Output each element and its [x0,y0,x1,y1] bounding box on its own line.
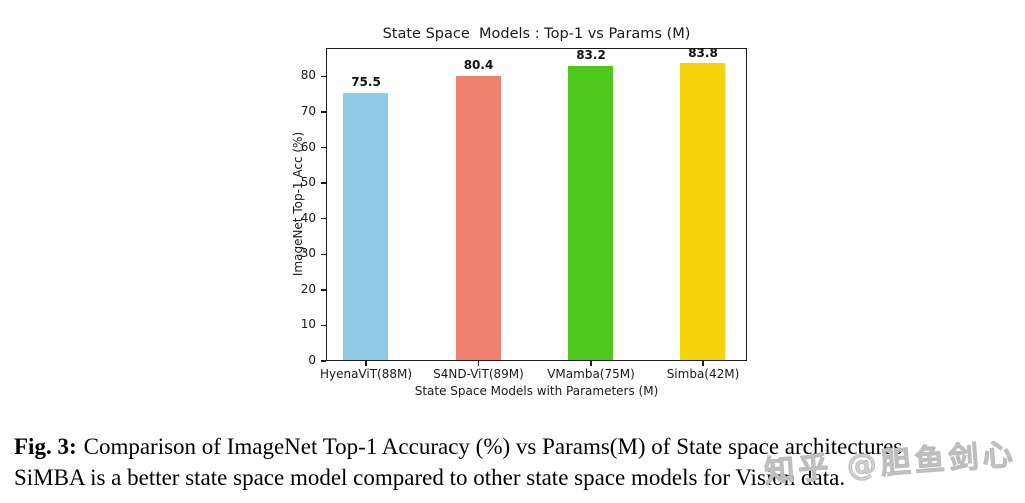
bar-value-label: 75.5 [351,75,381,90]
x-tick-label: HyenaViT(88M) [319,367,413,381]
y-tick-mark [321,111,326,113]
y-tick-mark [321,217,326,220]
x-tick-mark [702,361,704,366]
bar-HyenaViT(88M) [343,92,388,360]
x-tick-label: Simba(42M) [666,367,740,381]
y-tick-label: 30 [300,246,316,261]
y-tick-mark [321,289,326,291]
bar-S4ND-ViT(89M) [455,75,501,360]
bar-VMamba(75M) [568,65,613,360]
x-tick-label: VMamba(75M) [547,367,635,381]
y-tick-mark [321,324,326,327]
y-tick-label: 60 [300,139,316,154]
y-tick-label: 20 [300,281,316,296]
plot-area [326,48,747,361]
bar-value-label: 83.8 [688,45,718,60]
caption-text-1: Comparison of ImageNet Top-1 Accuracy (%… [83,434,909,459]
y-tick-label: 50 [300,175,316,190]
bar-Simba(42M) [680,63,725,360]
y-tick-label: 80 [300,68,316,83]
chart-title: State Space Models : Top-1 vs Params (M) [382,26,691,42]
y-tick-mark [321,253,326,256]
figure-number: Fig. 3: [14,434,77,459]
x-tick-mark [477,361,480,366]
y-tick-mark [321,360,326,362]
x-axis-label: State Space Models with Parameters (M) [414,384,659,398]
caption-line-1: Fig. 3: Comparison of ImageNet Top-1 Accu… [14,431,1018,462]
x-tick-label: S4ND-ViT(89M) [433,367,524,381]
y-tick-label: 70 [300,104,316,119]
caption-line-2: SiMBA is a better state space model comp… [14,465,846,490]
x-tick-mark [365,361,367,366]
x-tick-mark [590,361,592,366]
bar-value-label: 80.4 [463,58,494,73]
bar-chart-figure: State Space Models : Top-1 vs Params (M)… [291,26,747,398]
bar-value-label: 83.2 [576,48,606,63]
figure-caption: Fig. 3: Comparison of ImageNet Top-1 Accu… [14,431,1018,493]
y-tick-mark [321,182,326,184]
y-tick-mark [321,146,326,149]
y-tick-mark [321,75,326,78]
y-tick-label: 10 [300,317,316,332]
y-tick-label: 0 [308,353,316,367]
y-tick-label: 40 [300,210,316,225]
